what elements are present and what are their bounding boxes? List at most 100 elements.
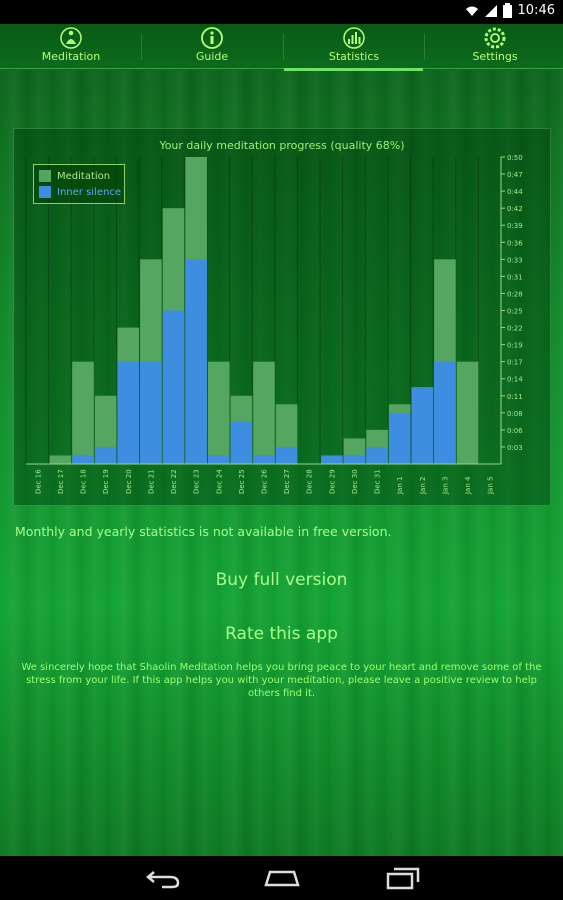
x-tick-label: Jan 5 [487,477,495,495]
bar-inner-silence [366,446,388,464]
bar-inner-silence [388,412,411,464]
bar-inner-silence [140,361,162,464]
tab-divider [283,34,284,60]
bar-inner-silence [117,361,140,464]
buy-full-version-button[interactable]: Buy full version [215,570,348,590]
x-tick-label: Dec 22 [170,469,178,494]
x-tick-label: Dec 17 [57,469,65,494]
legend-item-meditation: Meditation [39,169,110,183]
x-tick-label: Dec 21 [147,469,155,494]
bar-inner-silence [434,361,456,464]
bar-inner-silence [411,387,434,464]
x-tick-label: Dec 30 [351,469,359,494]
x-tick-label: Dec 25 [238,469,246,494]
y-tick-label: 0:22 [507,325,523,333]
bar-inner-silence [94,446,117,464]
bar-meditation [72,361,94,464]
tab-divider [141,34,142,60]
tab-label: Guide [195,50,229,63]
x-tick-label: Jan 2 [419,477,427,495]
bar-inner-silence [162,310,185,464]
y-tick-label: 0:25 [507,308,523,316]
y-tick-label: 0:33 [507,256,523,264]
tab-guide[interactable]: Guide [142,24,282,68]
progress-chart: Your daily meditation progress (quality … [13,128,551,506]
tab-label: Settings [472,50,518,63]
y-tick-label: 0:11 [507,393,523,401]
tab-settings[interactable]: Settings [425,24,563,68]
meditation-icon [60,27,82,49]
x-tick-label: Dec 18 [80,469,88,494]
legend-label: Meditation [57,170,111,182]
y-tick-label: 0:19 [507,342,523,350]
x-tick-label: Dec 19 [102,469,110,494]
x-tick-label: Dec 28 [306,469,314,494]
y-tick-label: 0:36 [507,239,523,247]
tab-bar: Meditation Guide Statistics [0,24,563,71]
bar-inner-silence [343,455,366,464]
tab-statistics[interactable]: Statistics [284,24,424,68]
bar-inner-silence [253,455,275,464]
y-tick-label: 0:39 [507,222,523,230]
y-tick-label: 0:47 [507,171,523,179]
y-tick-label: 0:42 [507,205,523,213]
bar-inner-silence [207,455,230,464]
x-tick-label: Jan 4 [464,476,472,495]
status-time: 10:46 [517,3,555,18]
x-tick-label: Dec 26 [261,469,269,494]
tab-label: Meditation [41,50,101,63]
navigation-bar [0,856,563,900]
bar-meditation [456,361,479,464]
y-tick-label: 0:28 [507,290,523,298]
selected-tab-indicator [284,68,423,71]
back-icon[interactable] [144,866,184,890]
y-tick-label: 0:03 [507,444,523,452]
bar-inner-silence [275,446,298,464]
x-tick-label: Dec 29 [328,469,336,494]
x-tick-label: Jan 3 [441,477,449,495]
settings-icon [484,27,506,49]
legend-swatch [39,170,51,182]
x-tick-label: Dec 27 [283,469,291,494]
signal-icon [484,4,497,17]
rate-app-button[interactable]: Rate this app [225,624,338,644]
x-tick-label: Jan 1 [396,477,404,495]
status-bar: 10:46 [0,0,563,24]
y-tick-label: 0:44 [507,188,523,196]
bar-meditation [253,361,275,464]
legend-swatch [39,186,51,198]
app-content: Meditation Guide Statistics [0,24,563,856]
chart-canvas: 0:03 0:06 0:08 0:11 0:14 0:17 0:19 0:22 0:25 0:28… [25,154,523,495]
y-tick-label: 0:50 [507,154,523,162]
legend-item-inner-silence: Inner silence [39,185,121,199]
y-tick-label: 0:08 [507,410,523,418]
tab-meditation[interactable]: Meditation [1,24,141,68]
recents-icon[interactable] [384,866,424,890]
y-tick-label: 0:17 [507,359,523,367]
bar-meditation [49,455,72,464]
chart-title: Your daily meditation progress (quality … [159,139,405,152]
review-request-text: We sincerely hope that Shaolin Meditatio… [21,662,542,699]
chart-legend: Meditation Inner silence [33,164,125,204]
bar-inner-silence [185,259,207,464]
tab-bar-divider [0,68,563,69]
x-tick-label: Dec 31 [374,469,382,494]
y-tick-label: 0:31 [507,273,523,281]
bar-inner-silence [72,455,94,464]
y-tick-label: 0:14 [507,376,523,384]
y-tick-label: 0:06 [507,427,523,435]
free-version-notice: Monthly and yearly statistics is not ava… [15,524,392,539]
tab-label: Statistics [328,50,380,63]
home-icon[interactable] [262,866,302,890]
status-icons: 10:46 [465,3,555,18]
x-tick-label: Dec 23 [193,469,201,494]
statistics-icon [343,27,365,49]
bar-inner-silence [230,421,253,464]
tab-divider [424,34,425,60]
info-icon [201,27,223,49]
legend-label: Inner silence [57,186,121,198]
battery-icon [502,3,512,18]
x-tick-label: Dec 20 [125,469,133,494]
wifi-icon [465,6,478,16]
bar-inner-silence [321,455,343,464]
